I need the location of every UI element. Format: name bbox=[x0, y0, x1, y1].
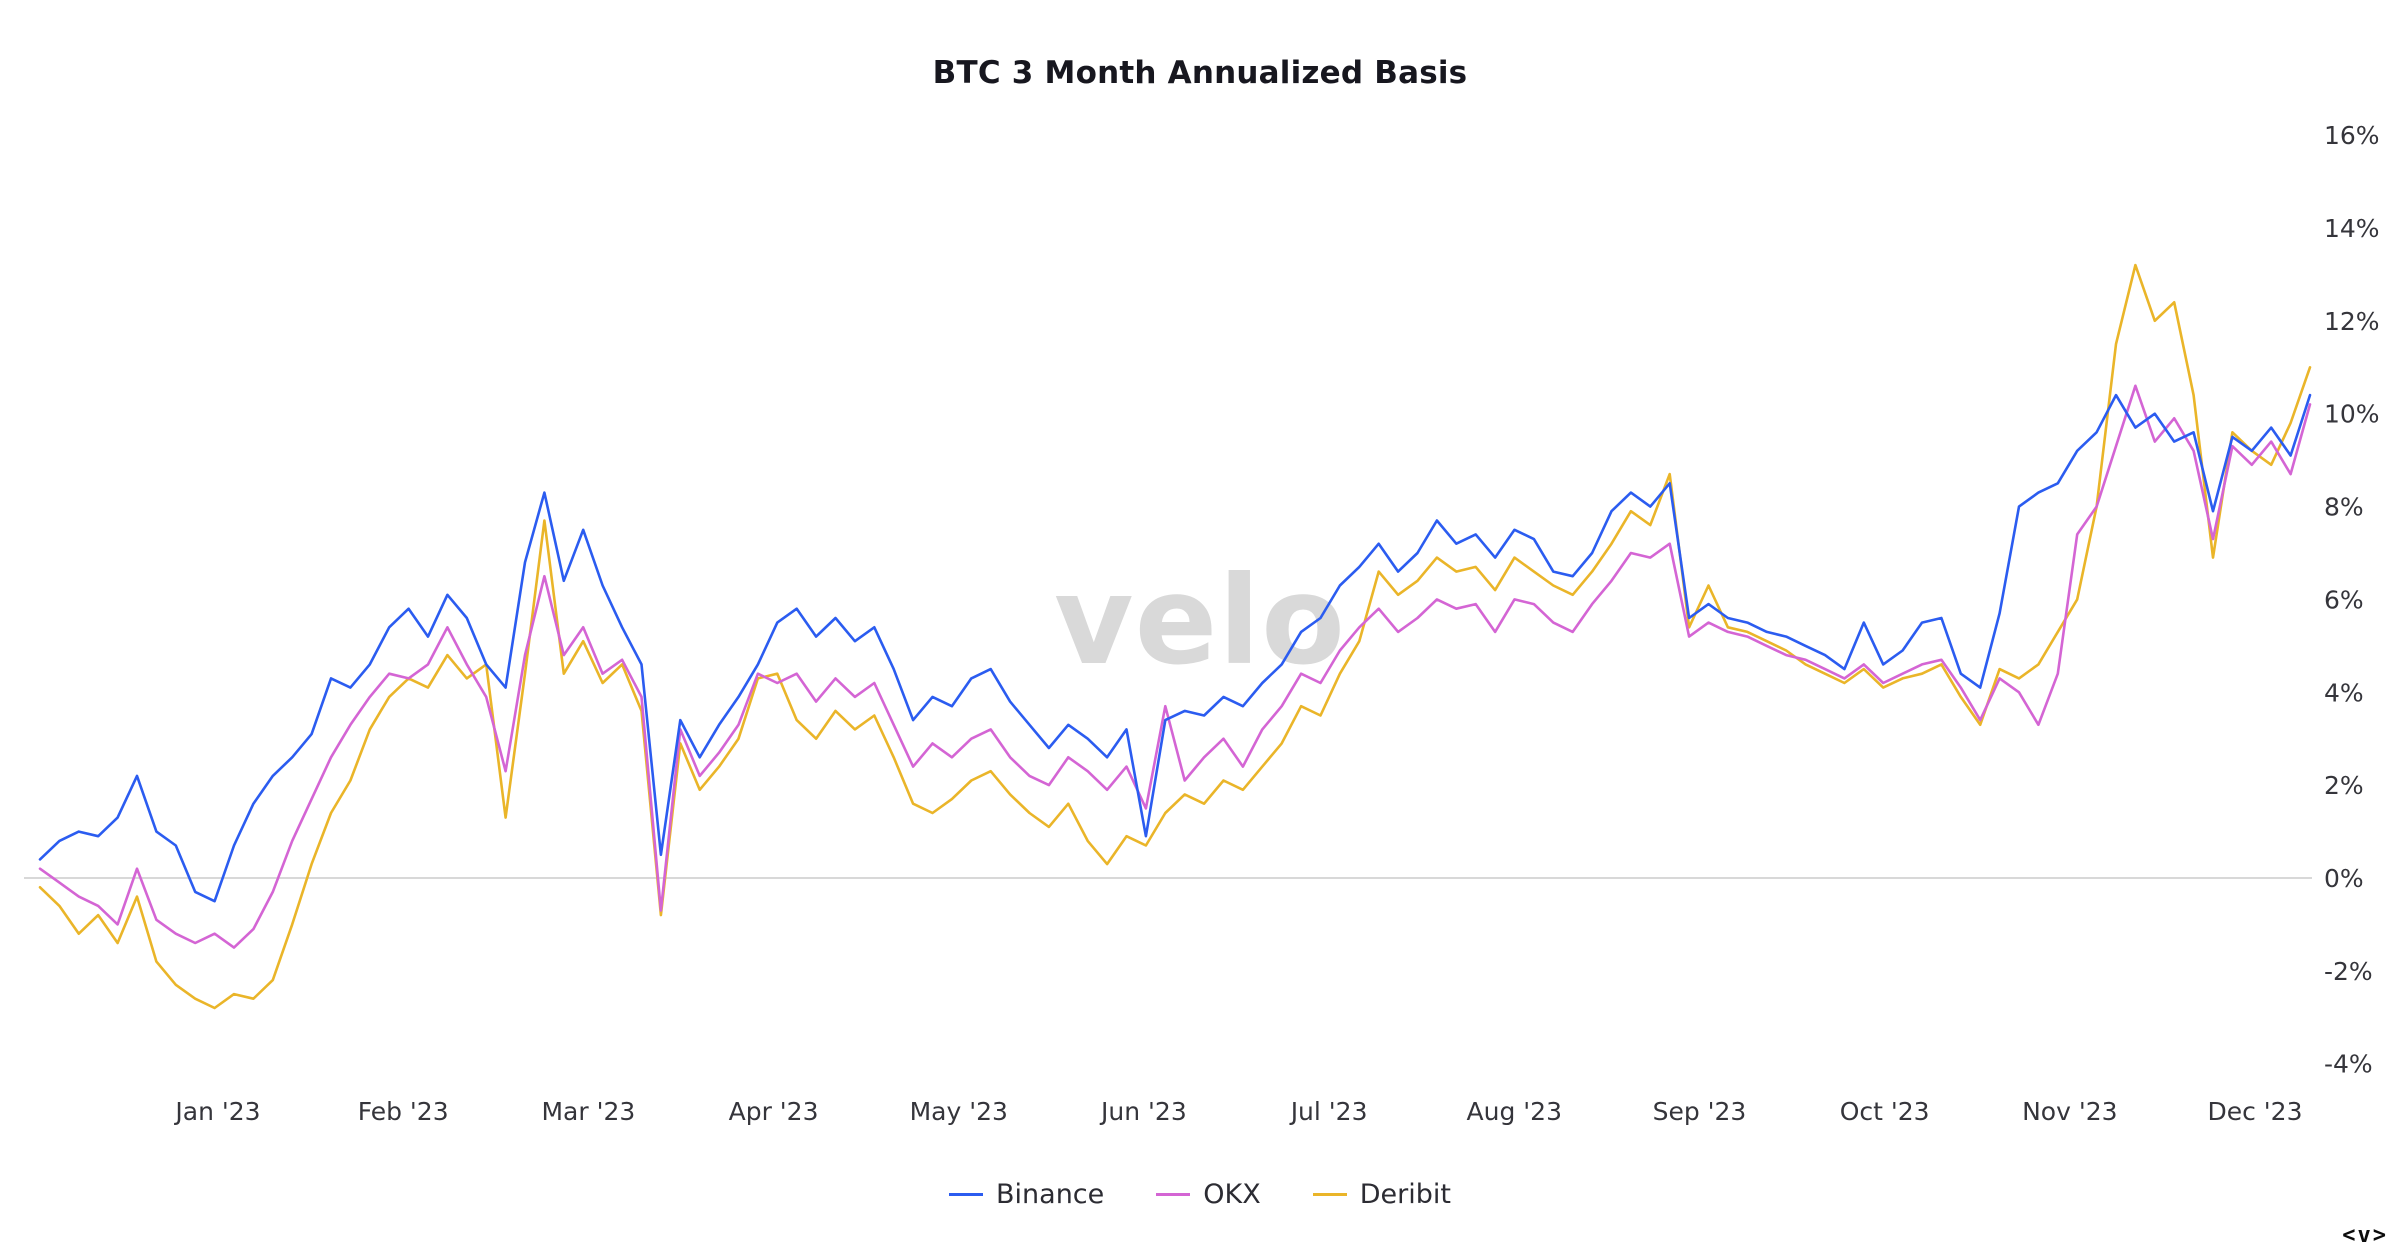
y-tick-label: 16% bbox=[2324, 121, 2380, 150]
velo-logo-mark: <v> bbox=[2342, 1223, 2388, 1248]
x-tick-label: May '23 bbox=[910, 1097, 1008, 1126]
y-tick-label: 14% bbox=[2324, 214, 2380, 243]
y-tick-label: -2% bbox=[2324, 957, 2373, 986]
chart-legend: Binance OKX Deribit bbox=[0, 1179, 2400, 1210]
x-tick-label: Oct '23 bbox=[1840, 1097, 1930, 1126]
x-tick-label: Dec '23 bbox=[2207, 1097, 2302, 1126]
x-tick-label: Sep '23 bbox=[1653, 1097, 1747, 1126]
legend-line-icon bbox=[1156, 1193, 1191, 1196]
y-tick-label: 12% bbox=[2324, 307, 2380, 336]
series-line-okx bbox=[38, 384, 2312, 949]
legend-item-binance[interactable]: Binance bbox=[949, 1179, 1104, 1210]
legend-item-label: OKX bbox=[1203, 1179, 1261, 1210]
series-line-deribit bbox=[38, 263, 2312, 1010]
y-tick-label: -4% bbox=[2324, 1050, 2373, 1079]
x-tick-label: Jun '23 bbox=[1099, 1097, 1187, 1126]
y-tick-label: 6% bbox=[2324, 585, 2364, 614]
legend-item-label: Deribit bbox=[1359, 1179, 1451, 1210]
x-tick-label: Feb '23 bbox=[358, 1097, 449, 1126]
x-tick-label: Nov '23 bbox=[2022, 1097, 2117, 1126]
legend-item-label: Binance bbox=[996, 1179, 1105, 1210]
y-tick-label: 8% bbox=[2324, 493, 2364, 522]
legend-item-deribit[interactable]: Deribit bbox=[1312, 1179, 1451, 1210]
legend-line-icon bbox=[949, 1193, 984, 1196]
x-tick-label: Mar '23 bbox=[541, 1097, 635, 1126]
x-tick-label: Aug '23 bbox=[1467, 1097, 1562, 1126]
x-tick-label: Jul '23 bbox=[1289, 1097, 1368, 1126]
y-tick-label: 0% bbox=[2324, 864, 2364, 893]
y-tick-label: 4% bbox=[2324, 678, 2364, 707]
x-tick-label: Jan '23 bbox=[173, 1097, 260, 1126]
x-tick-label: Apr '23 bbox=[729, 1097, 819, 1126]
y-tick-label: 2% bbox=[2324, 771, 2364, 800]
y-tick-label: 10% bbox=[2324, 400, 2380, 429]
series-line-binance bbox=[38, 393, 2312, 903]
legend-item-okx[interactable]: OKX bbox=[1156, 1179, 1261, 1210]
chart-title: BTC 3 Month Annualized Basis bbox=[932, 55, 1468, 91]
velo-watermark: velo bbox=[1054, 550, 1346, 692]
legend-line-icon bbox=[1312, 1193, 1347, 1196]
